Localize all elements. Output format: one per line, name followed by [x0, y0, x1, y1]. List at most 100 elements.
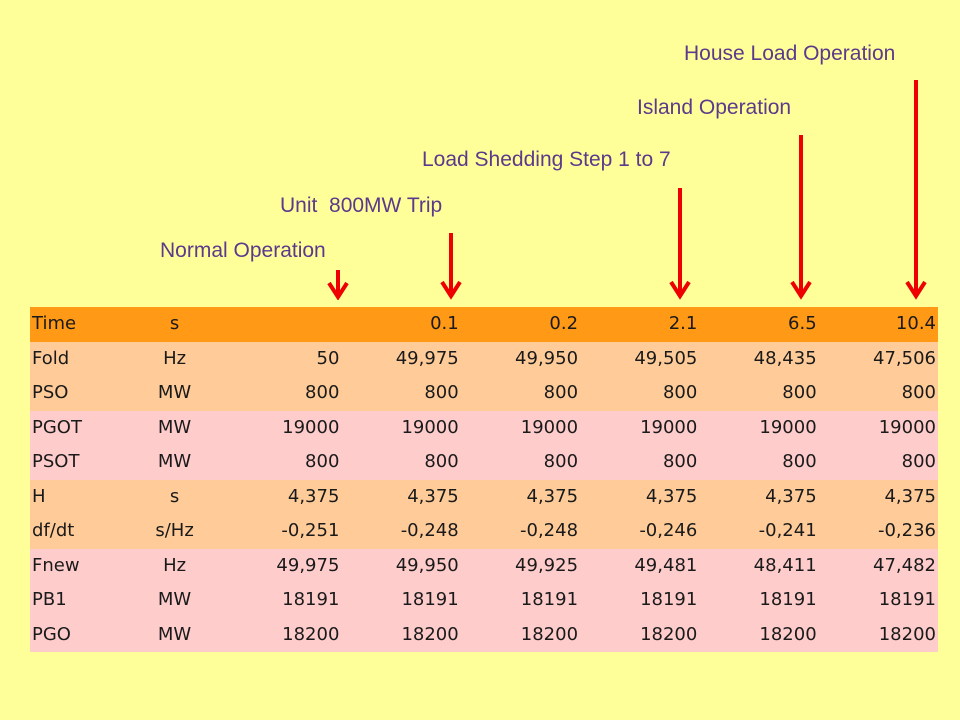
cell: 49,975: [341, 341, 461, 376]
cell: 800: [818, 445, 938, 480]
row-name: PB1: [30, 583, 128, 618]
row-unit: MW: [127, 583, 223, 618]
cell: 4,375: [341, 479, 461, 514]
row-unit: s: [127, 307, 223, 342]
frequency-table: Time s 0.1 0.2 2.1 6.5 10.4 Fold Hz 50 4…: [30, 307, 938, 652]
cell: 800: [222, 376, 342, 411]
row-unit: s/Hz: [127, 514, 223, 549]
header-cell: 10.4: [818, 307, 938, 342]
row-unit: MW: [127, 376, 223, 411]
cell: 19000: [222, 410, 342, 445]
header-cell: 0.2: [460, 307, 581, 342]
row-unit: MW: [127, 410, 223, 445]
cell: 18200: [460, 617, 581, 652]
cell: 4,375: [580, 479, 700, 514]
cell: 18200: [222, 617, 342, 652]
cell: 19000: [699, 410, 819, 445]
label-normal-operation: Normal Operation: [160, 239, 326, 262]
cell: -0,251: [222, 514, 342, 549]
cell: 48,435: [699, 341, 819, 376]
cell: -0,248: [460, 514, 581, 549]
header-cell: 2.1: [580, 307, 700, 342]
cell: 800: [580, 376, 700, 411]
header-cell: 6.5: [699, 307, 819, 342]
cell: 49,481: [580, 548, 700, 583]
table-header-row: Time s 0.1 0.2 2.1 6.5 10.4: [30, 307, 938, 342]
row-name: Fnew: [30, 548, 128, 583]
arrow-down-icon: [904, 80, 928, 300]
cell: 4,375: [818, 479, 938, 514]
cell: 800: [222, 445, 342, 480]
cell: -0,241: [699, 514, 819, 549]
cell: 18200: [818, 617, 938, 652]
row-name: PSOT: [30, 445, 128, 480]
row-unit: MW: [127, 445, 223, 480]
table-row: PGO MW 18200 18200 18200 18200 18200 182…: [30, 617, 938, 652]
row-unit: Hz: [127, 548, 223, 583]
cell: 18191: [222, 583, 342, 618]
cell: 800: [580, 445, 700, 480]
cell: 800: [341, 376, 461, 411]
arrow-down-icon: [439, 233, 463, 300]
cell: 4,375: [460, 479, 581, 514]
cell: -0,248: [341, 514, 461, 549]
header-cell: 0.1: [341, 307, 461, 342]
cell: 49,950: [341, 548, 461, 583]
cell: -0,236: [818, 514, 938, 549]
table-row: PGOT MW 19000 19000 19000 19000 19000 19…: [30, 410, 938, 445]
table-row: H s 4,375 4,375 4,375 4,375 4,375 4,375: [30, 479, 938, 514]
header-cell: [222, 307, 342, 342]
cell: 18191: [699, 583, 819, 618]
cell: 18191: [580, 583, 700, 618]
cell: 49,975: [222, 548, 342, 583]
cell: 49,950: [460, 341, 581, 376]
cell: 800: [699, 445, 819, 480]
row-unit: MW: [127, 617, 223, 652]
table-row: Fnew Hz 49,975 49,950 49,925 49,481 48,4…: [30, 548, 938, 583]
cell: 18200: [699, 617, 819, 652]
cell: 18191: [460, 583, 581, 618]
arrow-down-icon: [668, 188, 692, 300]
arrow-down-icon: [789, 135, 813, 300]
cell: 800: [460, 376, 581, 411]
cell: 800: [699, 376, 819, 411]
cell: 19000: [460, 410, 581, 445]
cell: 47,506: [818, 341, 938, 376]
cell: 50: [222, 341, 342, 376]
cell: 18191: [818, 583, 938, 618]
table-row: PSOT MW 800 800 800 800 800 800: [30, 445, 938, 480]
table-row: df/dt s/Hz -0,251 -0,248 -0,248 -0,246 -…: [30, 514, 938, 549]
cell: 18200: [580, 617, 700, 652]
table-row: PSO MW 800 800 800 800 800 800: [30, 376, 938, 411]
cell: 49,925: [460, 548, 581, 583]
table-row: Fold Hz 50 49,975 49,950 49,505 48,435 4…: [30, 341, 938, 376]
cell: 800: [818, 376, 938, 411]
row-unit: Hz: [127, 341, 223, 376]
cell: 19000: [818, 410, 938, 445]
cell: 18191: [341, 583, 461, 618]
cell: 800: [460, 445, 581, 480]
row-name: PGOT: [30, 410, 128, 445]
cell: 48,411: [699, 548, 819, 583]
cell: -0,246: [580, 514, 700, 549]
row-name: df/dt: [30, 514, 128, 549]
row-name: Fold: [30, 341, 128, 376]
label-unit-trip: Unit 800MW Trip: [280, 194, 443, 217]
row-name: H: [30, 479, 128, 514]
cell: 19000: [580, 410, 700, 445]
row-name: Time: [30, 307, 128, 342]
row-unit: s: [127, 479, 223, 514]
row-name: PGO: [30, 617, 128, 652]
table-row: PB1 MW 18191 18191 18191 18191 18191 181…: [30, 583, 938, 618]
label-island-operation: Island Operation: [637, 96, 792, 119]
cell: 18200: [341, 617, 461, 652]
arrow-down-icon: [326, 270, 350, 300]
row-name: PSO: [30, 376, 128, 411]
cell: 49,505: [580, 341, 700, 376]
cell: 19000: [341, 410, 461, 445]
label-house-load-operation: House Load Operation: [684, 42, 896, 65]
label-load-shedding: Load Shedding Step 1 to 7: [422, 148, 671, 171]
cell: 4,375: [222, 479, 342, 514]
cell: 47,482: [818, 548, 938, 583]
cell: 4,375: [699, 479, 819, 514]
